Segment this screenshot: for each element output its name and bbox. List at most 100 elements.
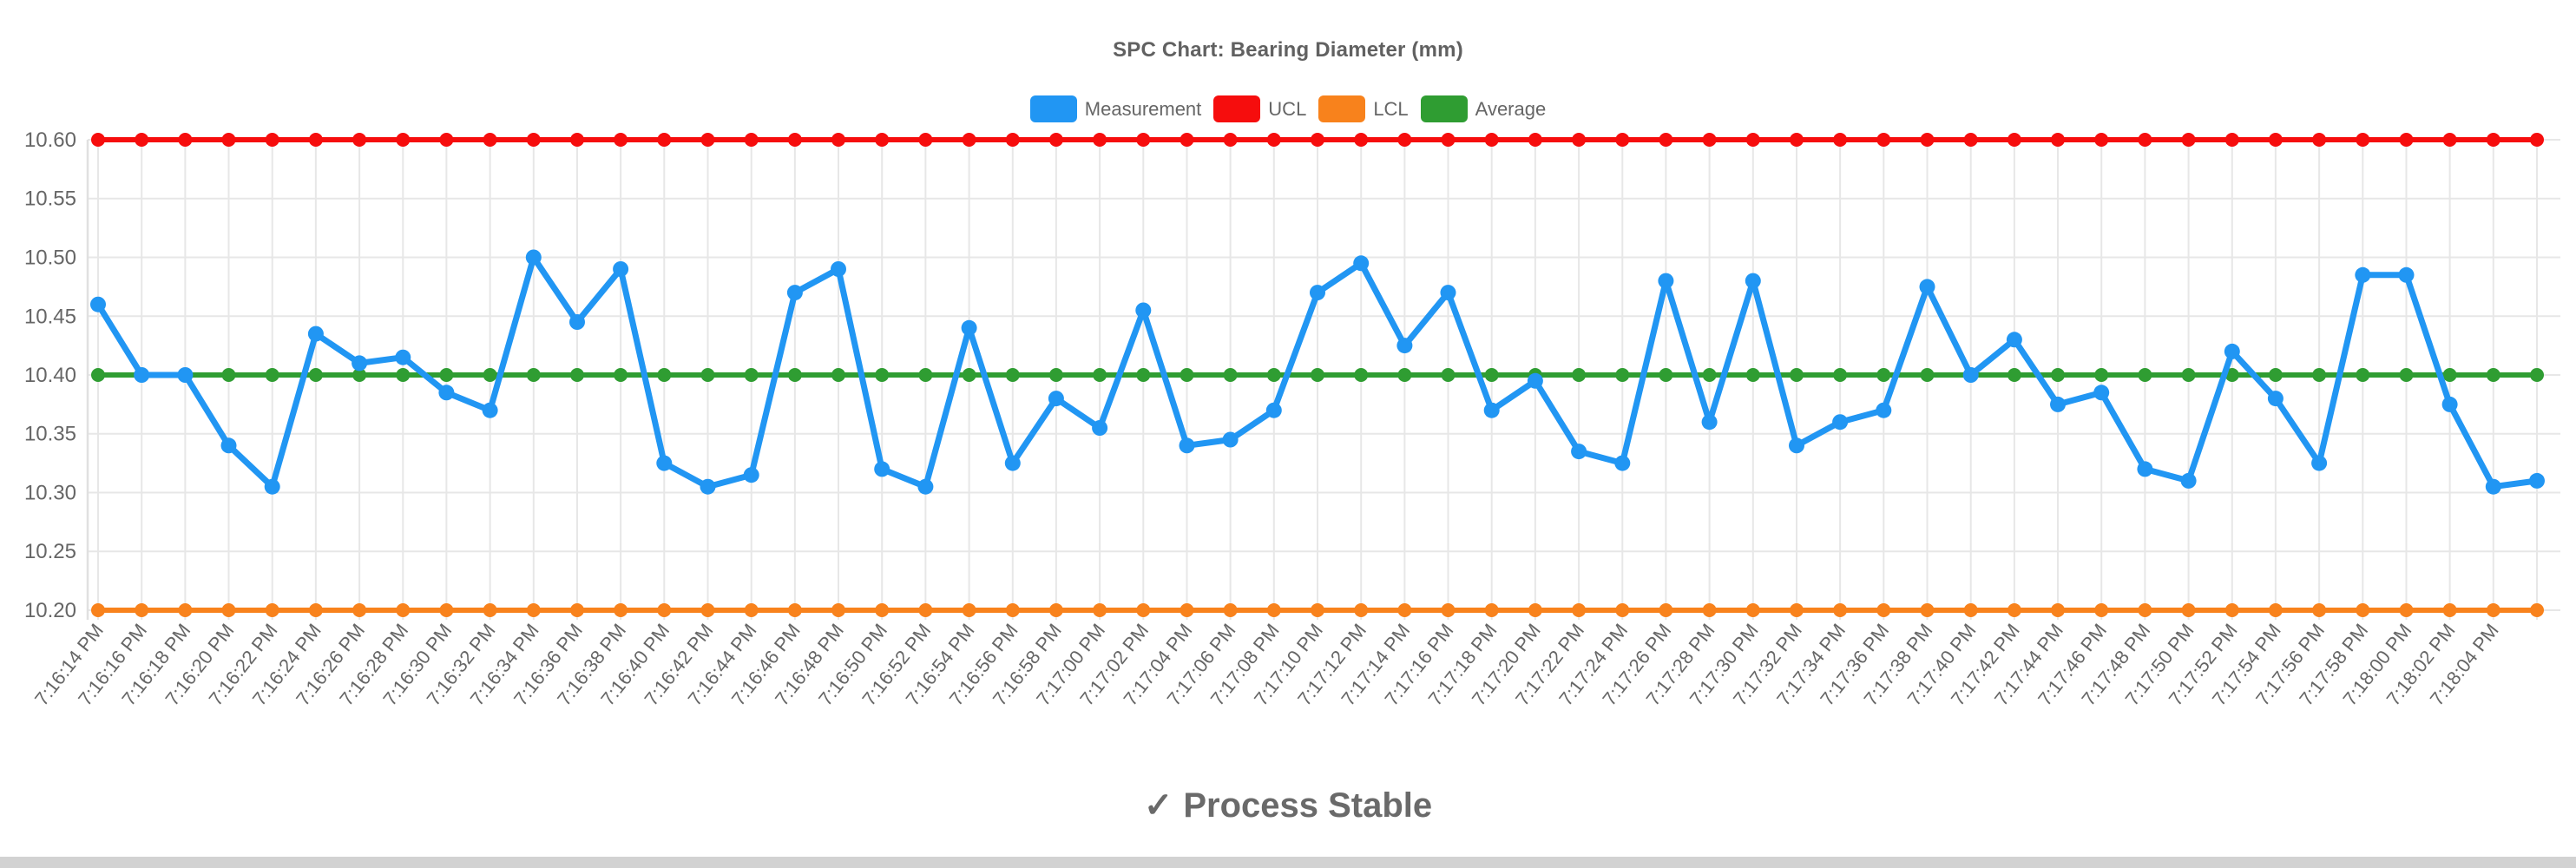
series-point-measurement — [1353, 255, 1370, 272]
series-point-measurement — [786, 285, 803, 301]
series-point-ucl — [1659, 133, 1673, 147]
series-point-average — [1005, 368, 1020, 382]
series-point-ucl — [1136, 133, 1151, 147]
series-point-average — [744, 368, 759, 382]
series-point-measurement — [2355, 266, 2371, 283]
series-point-lcl — [2051, 603, 2065, 617]
series-point-measurement — [2093, 385, 2110, 401]
series-point-lcl — [1223, 603, 1238, 617]
series-point-ucl — [352, 133, 367, 147]
series-point-lcl — [91, 603, 105, 617]
series-point-ucl — [308, 133, 323, 147]
series-point-lcl — [744, 603, 759, 617]
checkmark-icon: ✓ — [1143, 786, 1173, 825]
series-point-ucl — [1963, 133, 1978, 147]
series-point-ucl — [570, 133, 584, 147]
series-point-average — [1484, 368, 1499, 382]
y-tick-label: 10.60 — [24, 128, 76, 152]
series-point-ucl — [396, 133, 411, 147]
series-point-average — [2312, 368, 2327, 382]
series-point-measurement — [1222, 431, 1239, 448]
series-point-ucl — [744, 133, 759, 147]
series-point-measurement — [2311, 455, 2328, 471]
series-point-lcl — [308, 603, 323, 617]
series-point-measurement — [2224, 343, 2240, 359]
series-point-lcl — [1048, 603, 1063, 617]
series-point-ucl — [2094, 133, 2109, 147]
series-point-lcl — [2268, 603, 2283, 617]
series-point-ucl — [1266, 133, 1281, 147]
y-tick-label: 10.50 — [24, 247, 76, 270]
series-point-ucl — [831, 133, 845, 147]
series-point-measurement — [307, 326, 324, 342]
chart-title: SPC Chart: Bearing Diameter (mm) — [1113, 38, 1463, 62]
series-point-average — [1048, 368, 1063, 382]
series-point-lcl — [831, 603, 845, 617]
series-point-measurement — [1048, 391, 1064, 407]
series-point-ucl — [1180, 133, 1194, 147]
series-point-average — [1659, 368, 1673, 382]
series-point-ucl — [439, 133, 454, 147]
y-tick-label: 10.25 — [24, 540, 76, 563]
legend-item-measurement[interactable]: Measurement — [1029, 95, 1201, 122]
series-point-average — [1354, 368, 1369, 382]
series-point-measurement — [1614, 455, 1631, 471]
series-point-average — [2138, 368, 2152, 382]
series-point-measurement — [613, 261, 629, 277]
series-point-measurement — [1527, 372, 1543, 389]
series-point-ucl — [1397, 133, 1412, 147]
series-point-ucl — [962, 133, 976, 147]
legend-label: UCL — [1268, 97, 1307, 120]
series-point-average — [1876, 368, 1891, 382]
legend-item-average[interactable]: Average — [1420, 95, 1546, 122]
series-point-average — [1745, 368, 1760, 382]
series-point-lcl — [2442, 603, 2457, 617]
series-point-measurement — [525, 249, 542, 266]
series-point-ucl — [1005, 133, 1020, 147]
series-point-measurement — [438, 385, 455, 401]
series-point-measurement — [656, 455, 673, 471]
series-point-ucl — [657, 133, 672, 147]
series-point-average — [1572, 368, 1587, 382]
series-point-ucl — [1572, 133, 1587, 147]
series-point-ucl — [1876, 133, 1891, 147]
series-point-ucl — [1093, 133, 1107, 147]
series-point-lcl — [1702, 603, 1717, 617]
series-point-ucl — [1048, 133, 1063, 147]
series-point-measurement — [2050, 396, 2066, 412]
series-point-lcl — [614, 603, 628, 617]
series-point-lcl — [1876, 603, 1891, 617]
series-point-average — [2442, 368, 2457, 382]
series-point-lcl — [2138, 603, 2152, 617]
series-point-average — [831, 368, 845, 382]
legend-swatch-icon — [1420, 95, 1468, 122]
series-point-average — [1266, 368, 1281, 382]
series-point-measurement — [1483, 402, 1500, 418]
series-point-measurement — [2529, 472, 2545, 489]
legend-item-lcl[interactable]: LCL — [1318, 95, 1409, 122]
series-point-average — [2356, 368, 2370, 382]
series-point-measurement — [1571, 444, 1587, 460]
series-point-ucl — [178, 133, 193, 147]
y-tick-label: 10.55 — [24, 187, 76, 211]
series-point-ucl — [2138, 133, 2152, 147]
series-point-measurement — [1701, 414, 1718, 431]
process-status-label: Process Stable — [1183, 786, 1433, 825]
series-point-average — [1790, 368, 1804, 382]
series-point-measurement — [1310, 285, 1325, 301]
series-point-ucl — [1702, 133, 1717, 147]
series-point-measurement — [917, 478, 934, 495]
series-point-ucl — [875, 133, 890, 147]
series-point-lcl — [2356, 603, 2370, 617]
series-point-lcl — [1745, 603, 1760, 617]
series-point-lcl — [918, 603, 933, 617]
series-point-lcl — [1093, 603, 1107, 617]
series-point-lcl — [1790, 603, 1804, 617]
series-point-lcl — [2312, 603, 2327, 617]
series-point-ucl — [787, 133, 802, 147]
series-point-average — [1920, 368, 1935, 382]
series-point-lcl — [1528, 603, 1542, 617]
legend-item-ucl[interactable]: UCL — [1213, 95, 1306, 122]
